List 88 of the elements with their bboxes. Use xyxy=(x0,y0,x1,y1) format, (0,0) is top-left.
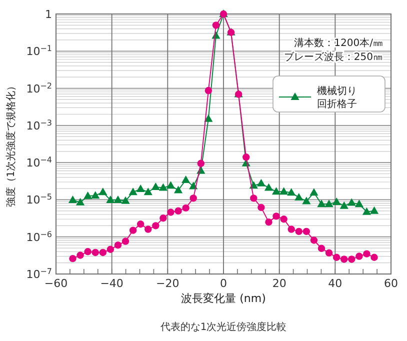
y-tick-label: 10$^{−4}$ xyxy=(26,155,52,170)
point xyxy=(356,252,363,260)
x-tick-label: 60 xyxy=(384,277,398,290)
y-axis-title: 強度（1次光強度で規格化） xyxy=(5,80,17,208)
point xyxy=(310,236,318,244)
x-tick-label: −20 xyxy=(156,277,180,290)
point xyxy=(152,222,160,230)
point xyxy=(174,207,182,214)
point xyxy=(310,188,318,196)
y-tick-label: 10$^{−3}$ xyxy=(26,118,52,132)
point xyxy=(182,175,190,183)
y-tick-label: 10$^{−5}$ xyxy=(26,192,52,207)
point xyxy=(363,250,370,258)
point xyxy=(280,187,288,195)
point xyxy=(68,196,78,204)
point xyxy=(197,160,204,167)
point xyxy=(302,196,311,204)
point xyxy=(272,212,280,220)
point xyxy=(167,208,174,216)
point xyxy=(370,254,378,261)
point xyxy=(98,188,108,196)
point xyxy=(272,187,281,195)
legend-label: 機械切り回折格子 xyxy=(317,85,357,110)
point xyxy=(158,183,168,191)
point xyxy=(318,244,326,252)
point xyxy=(174,186,183,194)
point xyxy=(106,196,115,204)
point xyxy=(317,200,326,208)
x-axis-title: 波長変化量 (nm) xyxy=(181,292,266,305)
point xyxy=(340,256,348,263)
point xyxy=(91,191,100,199)
point xyxy=(136,220,144,228)
point xyxy=(144,226,152,233)
x-tick-label: −40 xyxy=(100,277,124,290)
point xyxy=(99,248,106,256)
point xyxy=(166,181,176,189)
point xyxy=(204,114,213,122)
point xyxy=(129,226,137,234)
point xyxy=(362,207,372,215)
y-tick-label: 10$^{−2}$ xyxy=(26,80,52,96)
point xyxy=(160,214,167,222)
point xyxy=(294,192,304,200)
point xyxy=(348,256,356,263)
point xyxy=(212,22,220,29)
point xyxy=(370,206,379,214)
point xyxy=(84,248,92,256)
point xyxy=(190,194,197,202)
y-tick-label: 1 xyxy=(45,8,52,21)
point xyxy=(258,204,265,212)
point xyxy=(204,86,212,94)
point xyxy=(250,194,258,202)
point xyxy=(121,196,130,204)
point xyxy=(92,248,99,256)
point xyxy=(280,216,288,223)
point xyxy=(302,228,310,236)
point xyxy=(325,249,333,256)
point xyxy=(332,254,340,261)
y-tick-label: 10$^{−1}$ xyxy=(26,44,52,58)
point xyxy=(128,188,138,196)
point xyxy=(340,201,348,209)
point xyxy=(256,178,266,186)
y-tick-label: 10$^{−6}$ xyxy=(26,229,52,244)
point xyxy=(144,188,152,196)
point xyxy=(136,184,145,192)
x-tick-label: 40 xyxy=(328,277,342,290)
point xyxy=(106,246,114,253)
point xyxy=(332,197,341,205)
point xyxy=(84,191,92,199)
x-tick-label: 0 xyxy=(220,277,227,290)
point xyxy=(114,241,122,249)
point xyxy=(151,182,160,190)
point xyxy=(114,196,122,204)
x-tick-label: 20 xyxy=(272,277,286,290)
point xyxy=(69,254,76,262)
point xyxy=(295,228,302,236)
point xyxy=(264,183,274,191)
point xyxy=(76,198,85,206)
point xyxy=(347,198,356,206)
point xyxy=(265,218,272,226)
point xyxy=(354,200,364,208)
point xyxy=(287,188,296,196)
point xyxy=(122,238,130,245)
text: 代表的な1次光近傍強度比較 xyxy=(159,321,287,333)
point xyxy=(288,226,295,233)
point xyxy=(324,200,334,208)
point xyxy=(242,154,250,161)
point xyxy=(76,252,84,259)
point xyxy=(182,204,190,212)
